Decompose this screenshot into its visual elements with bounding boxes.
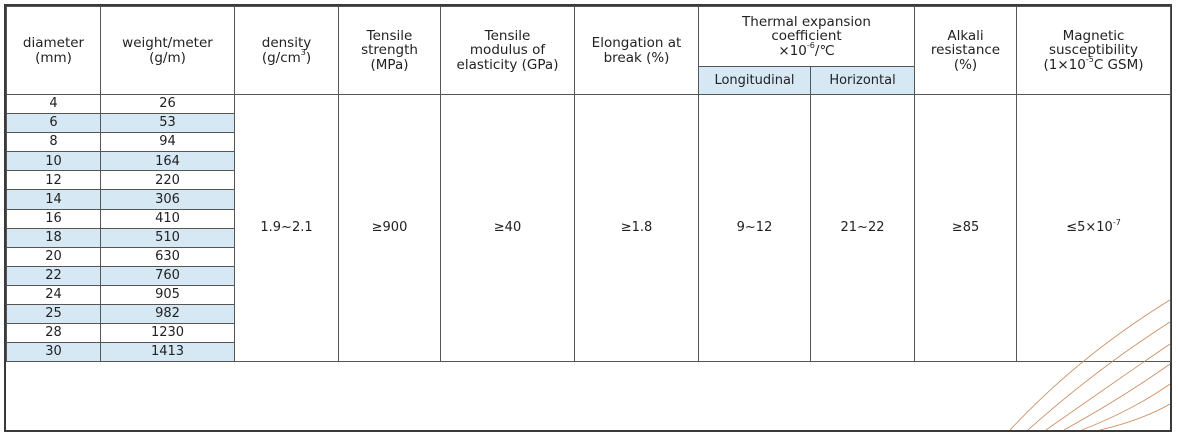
diameter-cell: 24 [6, 284, 101, 306]
table-row: 25 982 [6, 304, 1171, 325]
table-row: 8 94 [6, 132, 1171, 153]
table-row: 18 510 [6, 227, 1171, 248]
tensile-modulus-value: ≥40 [440, 93, 575, 363]
table-row: 10 164 [6, 151, 1171, 172]
weight-cell: 760 [100, 265, 235, 286]
weight-cell: 410 [100, 208, 235, 229]
diameter-cell: 25 [6, 304, 101, 325]
table-row: 30 1413 [6, 342, 1171, 363]
diameter-cell: 6 [6, 113, 101, 134]
header-thermal-expansion: Thermal expansion coefficient ×10-6/℃ [697, 6, 916, 67]
header-weight-per-meter: weight/meter (g/m) [100, 6, 235, 95]
table-row: 14 306 [6, 189, 1171, 210]
weight-cell: 53 [100, 113, 235, 134]
weight-cell: 510 [100, 227, 235, 248]
weight-cell: 1413 [100, 342, 235, 363]
magnetic-susceptibility-value: ≤5×10-7 [1016, 93, 1172, 363]
diameter-cell: 16 [6, 208, 101, 229]
weight-cell: 982 [100, 304, 235, 325]
diameter-cell: 12 [6, 170, 101, 191]
table-row: 22 760 [6, 265, 1171, 286]
header-thermal-horizontal: Horizontal [809, 66, 916, 95]
header-magnetic-susceptibility: Magnetic susceptibility (1×10-5C GSM) [1016, 6, 1172, 95]
diameter-cell: 10 [6, 151, 101, 172]
elongation-value: ≥1.8 [574, 93, 699, 363]
header-alkali-resistance: Alkali resistance (%) [914, 6, 1018, 95]
weight-cell: 220 [100, 170, 235, 191]
diameter-cell: 20 [6, 246, 101, 267]
spec-table-body: 4 26 1.9~2.1 ≥900 ≥40 ≥1.8 9~12 21~22 ≥85 ≤5×10-7… [6, 93, 1172, 363]
weight-cell: 26 [100, 93, 235, 115]
weight-cell: 94 [100, 132, 235, 153]
weight-cell: 905 [100, 284, 235, 306]
diameter-cell: 28 [6, 323, 101, 344]
table-row: 28 1230 [6, 323, 1171, 344]
diameter-cell: 4 [6, 93, 101, 115]
table-row: 4 26 1.9~2.1 ≥900 ≥40 ≥1.8 9~12 21~22 ≥85 ≤5×10-7 [6, 93, 1172, 363]
diameter-cell: 8 [6, 132, 101, 153]
spec-table: diameter (mm) weight/meter (g/m) density… [6, 6, 1172, 363]
diameter-cell: 18 [6, 227, 101, 248]
weight-cell: 1230 [100, 323, 235, 344]
weight-cell: 164 [100, 151, 235, 172]
thermal-longitudinal-value: 9~12 [698, 93, 811, 363]
diameter-cell: 22 [6, 265, 101, 286]
weight-cell: 630 [100, 246, 235, 267]
tensile-strength-value: ≥900 [338, 93, 441, 363]
header-elongation: Elongation at break (%) [574, 6, 699, 95]
table-row: 6 53 [6, 113, 1171, 134]
table-row: 16 410 [6, 208, 1171, 229]
table-row: 12 220 [6, 170, 1171, 191]
thermal-horizontal-value: 21~22 [809, 93, 916, 363]
spec-table-frame: diameter (mm) weight/meter (g/m) density… [4, 4, 1172, 432]
header-tensile-strength: Tensile strength (MPa) [338, 6, 441, 95]
diameter-cell: 30 [6, 342, 101, 363]
header-tensile-modulus: Tensile modulus of elasticity (GPa) [440, 6, 575, 95]
table-row: 24 905 [6, 284, 1171, 306]
header-diameter: diameter (mm) [6, 6, 101, 95]
alkali-resistance-value: ≥85 [914, 93, 1018, 363]
weight-cell: 306 [100, 189, 235, 210]
density-value: 1.9~2.1 [234, 93, 339, 363]
header-density: density (g/cm3) [234, 6, 339, 95]
diameter-cell: 14 [6, 189, 101, 210]
header-thermal-longitudinal: Longitudinal [698, 66, 811, 95]
